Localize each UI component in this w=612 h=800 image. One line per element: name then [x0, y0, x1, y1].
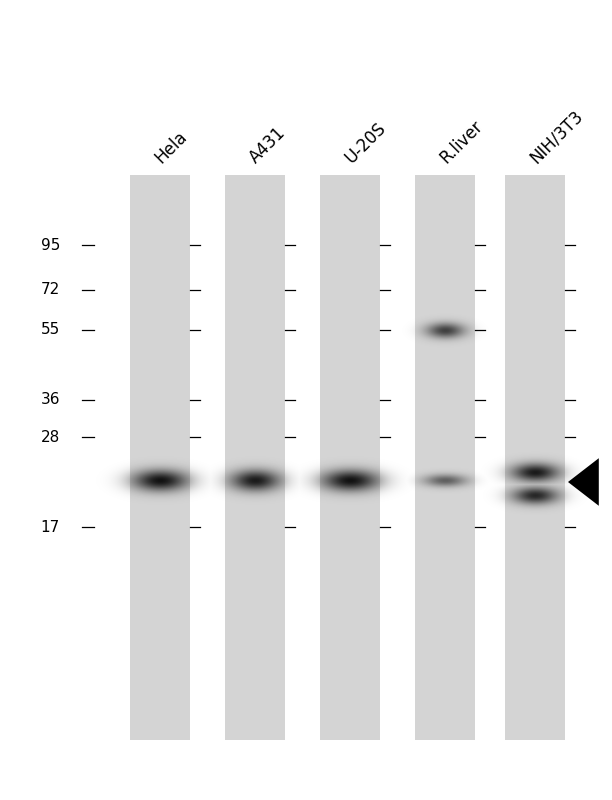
Text: 55: 55	[41, 322, 60, 338]
Bar	[225, 175, 285, 740]
Bar	[415, 175, 475, 740]
Text: 36: 36	[40, 393, 60, 407]
Text: A431: A431	[246, 124, 289, 167]
Polygon shape	[568, 458, 599, 506]
Text: 72: 72	[41, 282, 60, 298]
Bar	[130, 175, 190, 740]
Text: 28: 28	[41, 430, 60, 445]
Bar	[320, 175, 380, 740]
Text: Hela: Hela	[151, 128, 190, 167]
Text: 95: 95	[40, 238, 60, 253]
Bar	[505, 175, 565, 740]
Text: 17: 17	[41, 519, 60, 534]
Text: U-20S: U-20S	[341, 119, 389, 167]
Text: NIH/3T3: NIH/3T3	[526, 107, 586, 167]
Text: R.liver: R.liver	[436, 117, 486, 167]
